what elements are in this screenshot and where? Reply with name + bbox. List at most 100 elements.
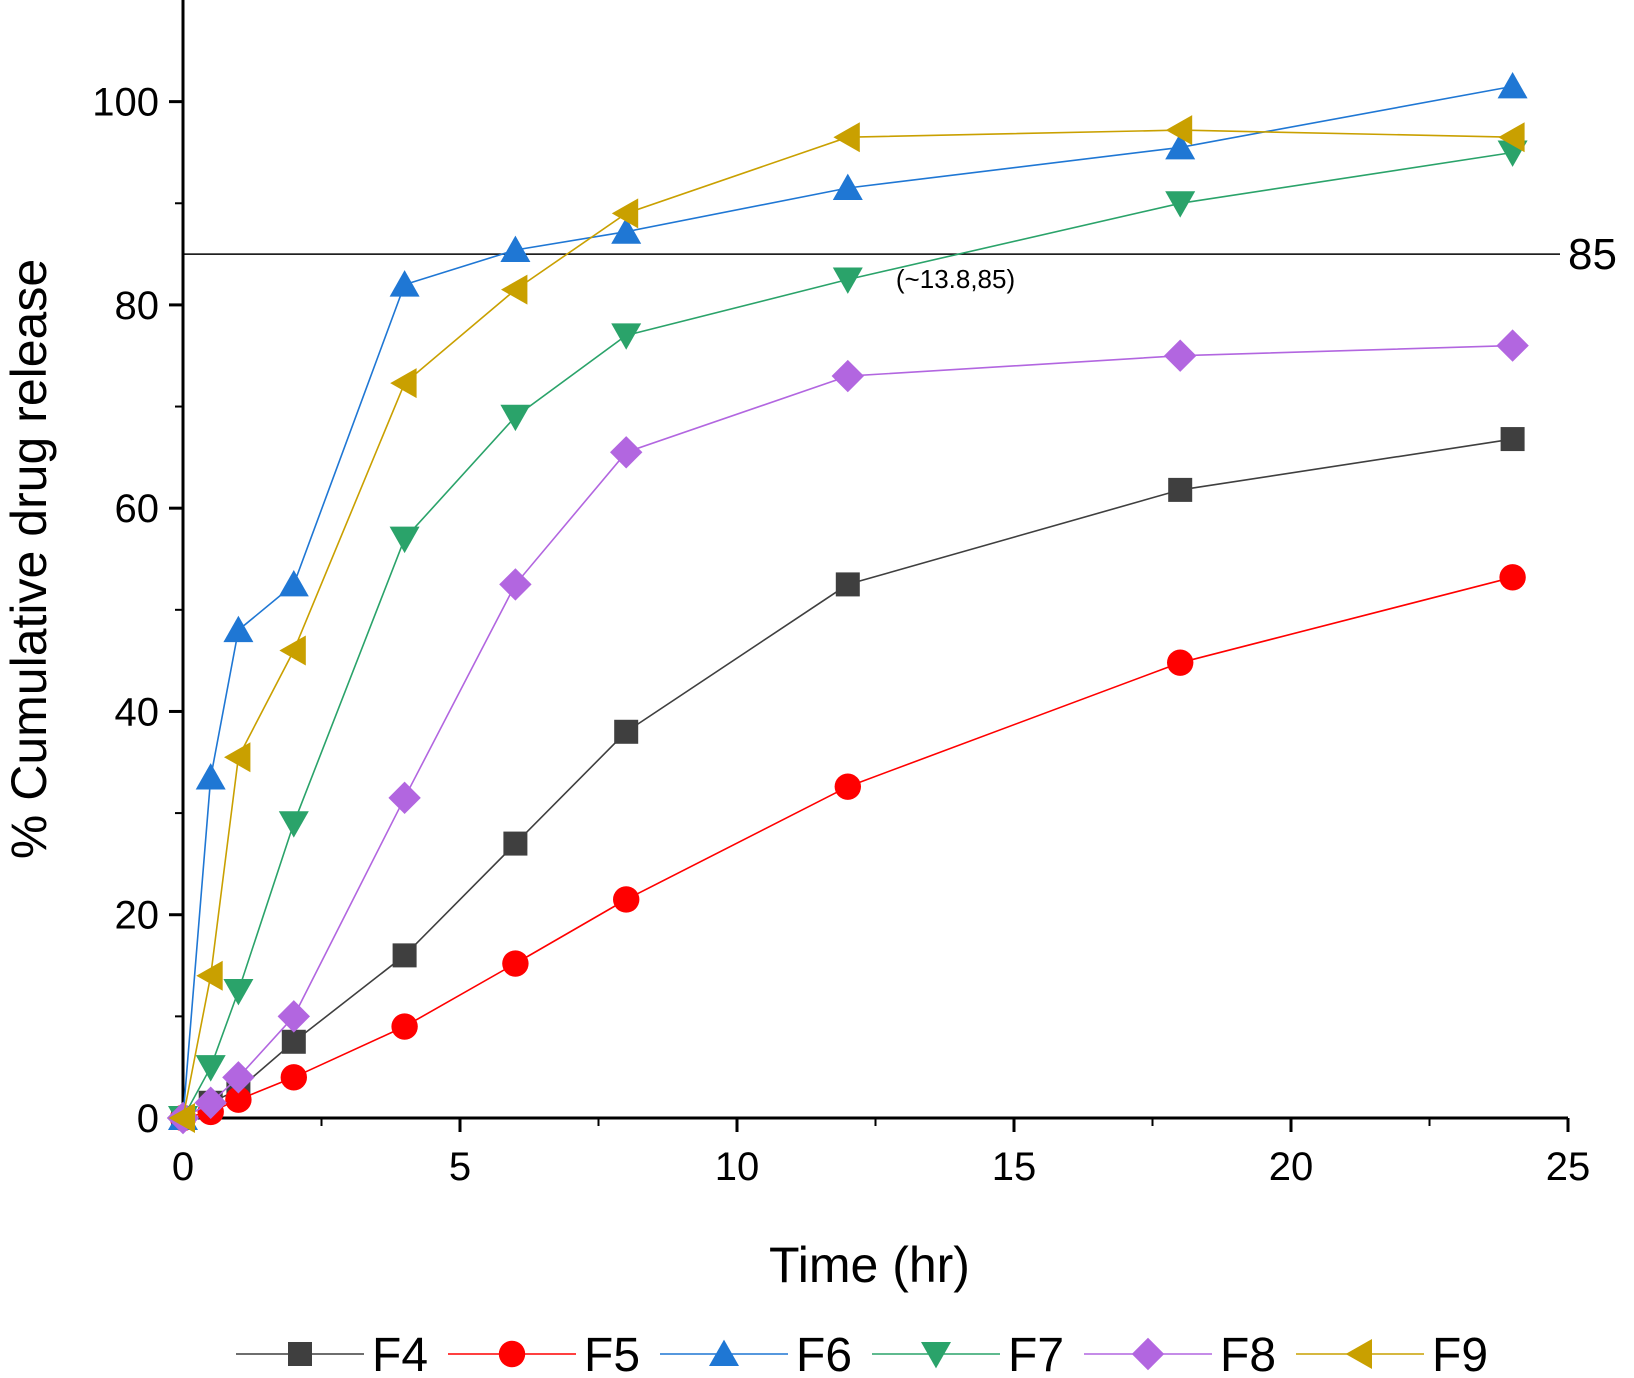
y-tick-label: 100	[92, 81, 159, 125]
data-point-f5	[834, 773, 861, 800]
legend-item-f4: F4	[236, 1329, 428, 1378]
y-tick-label: 20	[115, 894, 160, 938]
data-point-f8	[499, 568, 532, 601]
series-f8	[166, 329, 1529, 1135]
legend-label-f7: F7	[1008, 1329, 1064, 1378]
data-point-f7	[278, 811, 309, 838]
axes: 0 5 10 15 20 25 0 20 40 60 80 100	[92, 0, 1590, 1189]
series-line-f9	[182, 129, 1513, 1119]
data-point-f5	[613, 886, 640, 913]
x-tick-label: 25	[1546, 1145, 1591, 1189]
legend-item-f6: F6	[660, 1329, 852, 1378]
data-point-f7	[1165, 191, 1196, 218]
legend-item-f5: F5	[448, 1329, 640, 1378]
data-point-f4	[614, 719, 639, 744]
data-point-f7	[832, 267, 863, 294]
x-tick-label: 5	[449, 1145, 471, 1189]
y-tick-label: 80	[115, 284, 160, 328]
legend-label-f5: F5	[584, 1329, 640, 1378]
legend-marker-f6	[709, 1339, 739, 1366]
data-point-f5	[1167, 649, 1194, 676]
reference-line-group: 85 (~13.8,85)	[183, 230, 1617, 294]
legend-marker-f4	[288, 1342, 312, 1366]
data-point-f7	[389, 526, 420, 554]
data-point-f9	[390, 368, 417, 399]
data-point-f6	[500, 235, 531, 263]
legend-label-f8: F8	[1220, 1329, 1276, 1378]
data-point-f8	[194, 1086, 227, 1119]
series-line-f8	[182, 344, 1513, 1119]
series-line-f5	[182, 576, 1513, 1119]
data-point-f6	[278, 570, 309, 597]
data-point-f9	[1498, 122, 1525, 153]
x-tick-label: 0	[172, 1145, 194, 1189]
legend: F4 F5 F6 F7 F8 F9	[236, 1329, 1488, 1378]
legend-marker-f9	[1345, 1339, 1372, 1369]
data-point-f9	[168, 1103, 195, 1133]
series-f6	[168, 71, 1528, 1130]
series-f5	[169, 564, 1526, 1132]
data-point-f9	[279, 635, 306, 666]
legend-marker-f7	[921, 1342, 951, 1369]
data-point-f8	[831, 359, 864, 393]
data-point-f6	[1497, 71, 1528, 99]
data-point-f6	[195, 763, 226, 790]
legend-marker-f8	[1131, 1337, 1165, 1371]
data-point-f4	[281, 1029, 306, 1054]
data-point-f8	[222, 1061, 255, 1094]
data-point-f9	[833, 122, 860, 153]
x-tick-label: 15	[992, 1145, 1037, 1189]
legend-label-f6: F6	[796, 1329, 852, 1378]
legend-label-f9: F9	[1432, 1329, 1488, 1378]
data-point-f8	[1496, 329, 1529, 362]
legend-item-f7: F7	[872, 1329, 1064, 1378]
plot-area	[166, 71, 1529, 1135]
data-point-f6	[389, 270, 420, 297]
legend-item-f8: F8	[1084, 1329, 1276, 1378]
data-point-f9	[611, 198, 639, 229]
data-point-f9	[196, 960, 223, 991]
intersection-annotation: (~13.8,85)	[896, 264, 1015, 294]
data-point-f7	[223, 978, 254, 1006]
data-point-f4	[1168, 477, 1193, 502]
data-point-f6	[832, 173, 863, 201]
data-point-f8	[277, 1000, 310, 1033]
series-line-f6	[182, 85, 1513, 1119]
data-point-f9	[224, 742, 251, 773]
data-point-f6	[223, 615, 254, 643]
y-tick-label: 40	[115, 690, 160, 734]
data-point-f4	[1500, 427, 1525, 452]
reference-line-label: 85	[1568, 230, 1617, 279]
data-point-f8	[1164, 339, 1197, 372]
data-point-f9	[1165, 115, 1193, 146]
data-point-f7	[611, 323, 642, 350]
data-point-f8	[388, 781, 421, 815]
data-point-f7	[500, 404, 531, 432]
data-point-f9	[501, 274, 528, 305]
data-point-f5	[280, 1064, 307, 1091]
legend-item-f9: F9	[1296, 1329, 1488, 1378]
legend-label-f4: F4	[372, 1329, 428, 1378]
data-point-f4	[835, 572, 860, 597]
series-f7	[168, 140, 1528, 1133]
y-axis-title: % Cumulative drug release	[1, 259, 57, 859]
y-tick-label: 0	[137, 1097, 159, 1141]
data-point-f4	[503, 831, 528, 856]
y-tick-label: 60	[115, 487, 160, 531]
series-line-f4	[182, 438, 1513, 1119]
x-tick-label: 10	[715, 1145, 760, 1189]
data-point-f7	[195, 1055, 226, 1082]
data-point-f4	[392, 943, 417, 968]
x-axis-title: Time (hr)	[769, 1237, 970, 1293]
series-f9	[168, 115, 1525, 1133]
data-point-f5	[391, 1013, 418, 1040]
data-point-f5	[502, 950, 529, 977]
legend-marker-f5	[498, 1340, 526, 1368]
data-point-f5	[1499, 564, 1526, 591]
data-point-f5	[225, 1086, 252, 1113]
data-point-f6	[611, 217, 642, 244]
x-tick-label: 20	[1269, 1145, 1314, 1189]
data-point-f8	[610, 436, 643, 469]
series-line-f7	[182, 151, 1513, 1119]
